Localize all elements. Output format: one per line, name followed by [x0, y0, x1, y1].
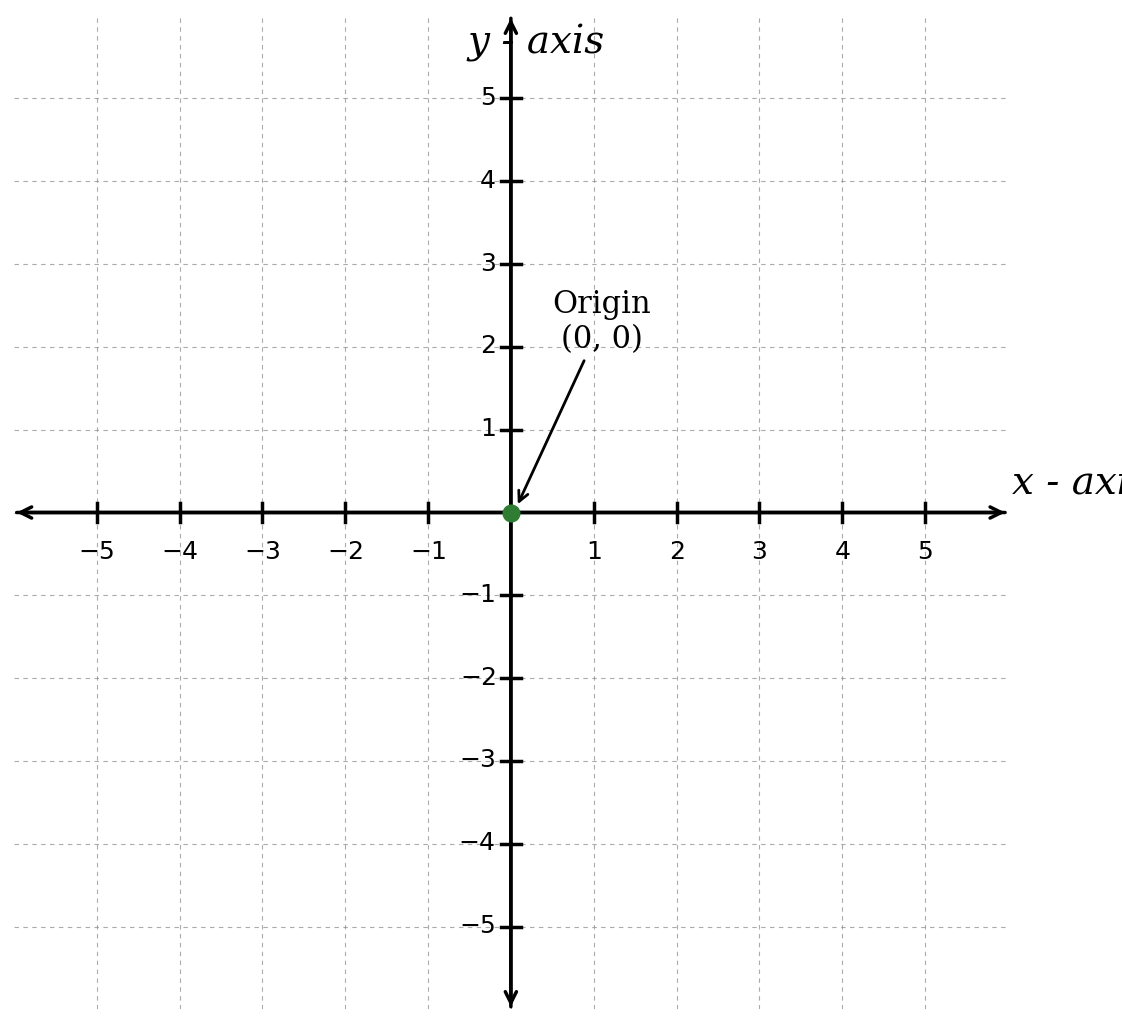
Text: $-2$: $-2$ — [327, 541, 364, 565]
Text: $1$: $1$ — [586, 541, 601, 565]
Text: Origin
(0, 0): Origin (0, 0) — [518, 289, 652, 501]
Text: $-4$: $-4$ — [160, 541, 199, 565]
Text: $3$: $3$ — [752, 541, 767, 565]
Text: $5$: $5$ — [917, 541, 932, 565]
Text: $1$: $1$ — [480, 418, 496, 441]
Text: $-3$: $-3$ — [243, 541, 280, 565]
Text: $-5$: $-5$ — [79, 541, 114, 565]
Text: $-4$: $-4$ — [459, 832, 496, 855]
Text: $5$: $5$ — [480, 87, 496, 110]
Text: $-3$: $-3$ — [459, 749, 496, 773]
Text: $-1$: $-1$ — [410, 541, 447, 565]
Text: $4$: $4$ — [834, 541, 850, 565]
Text: $4$: $4$ — [479, 170, 496, 193]
Text: y - axis: y - axis — [467, 24, 605, 62]
Text: x - axis: x - axis — [1012, 465, 1122, 502]
Text: $-5$: $-5$ — [459, 915, 496, 938]
Text: $2$: $2$ — [669, 541, 684, 565]
Text: $3$: $3$ — [480, 252, 496, 276]
Text: $-1$: $-1$ — [459, 584, 496, 607]
Text: $2$: $2$ — [480, 335, 496, 359]
Text: $-2$: $-2$ — [460, 666, 496, 690]
